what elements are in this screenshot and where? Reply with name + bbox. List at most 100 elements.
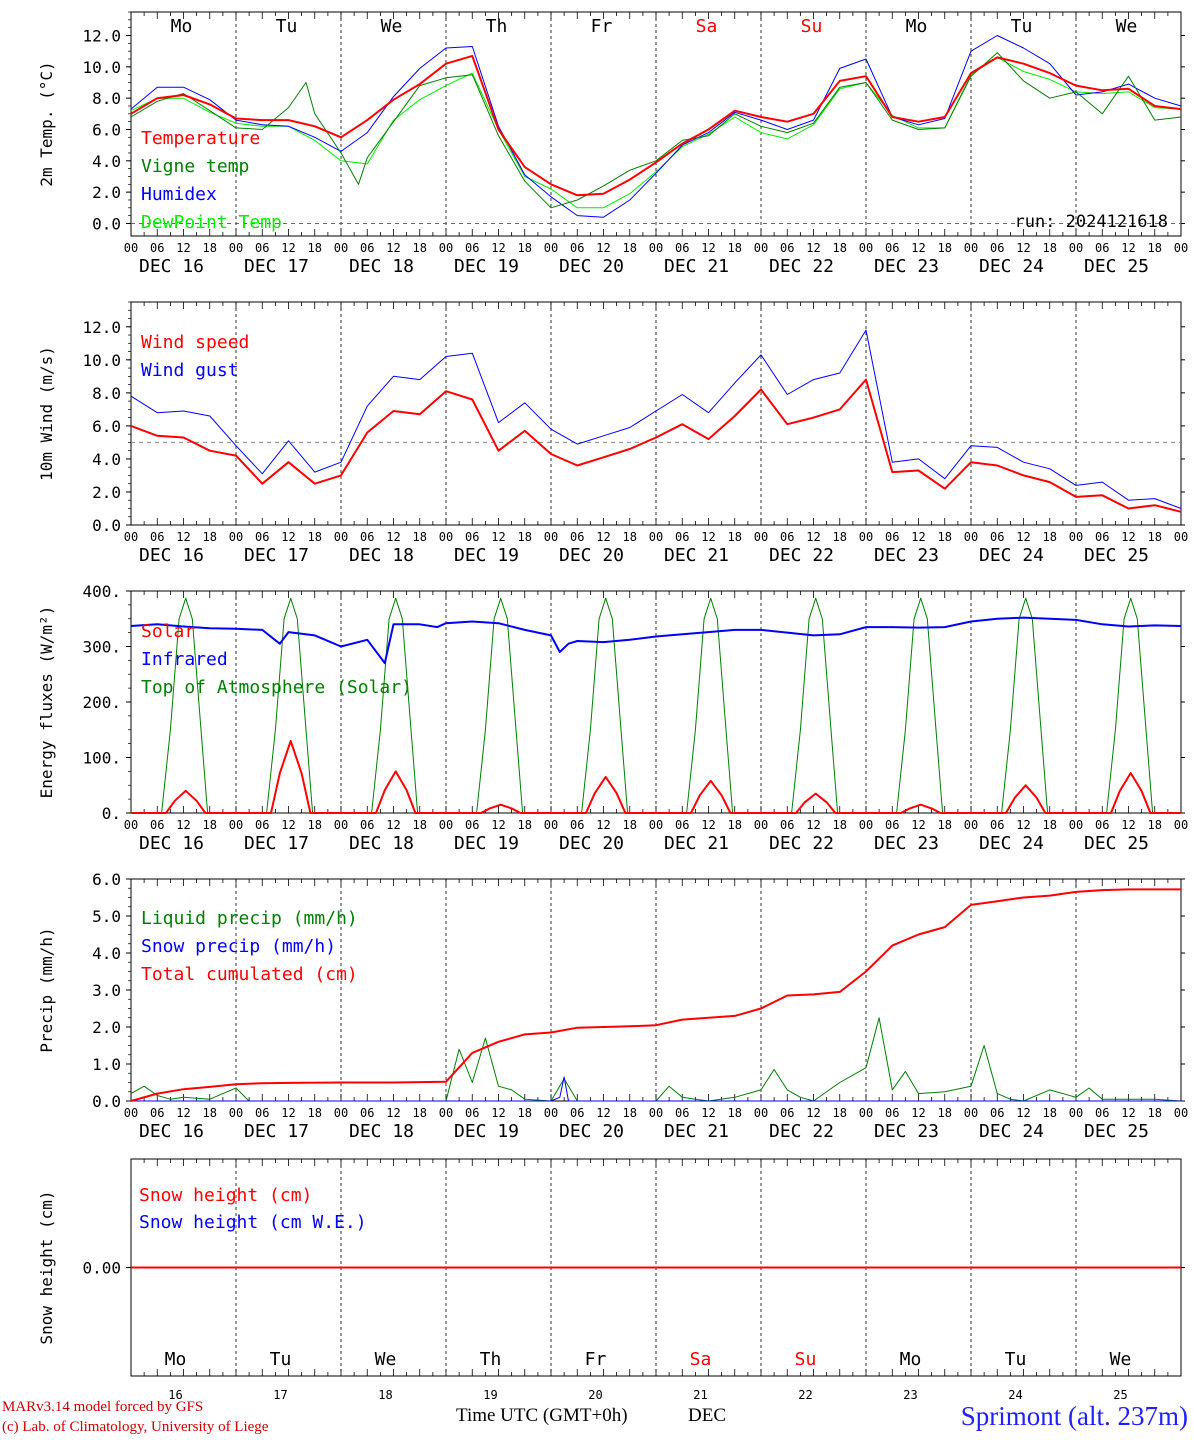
x-hour-label: 00 — [124, 818, 138, 832]
x-hour-label: 18 — [203, 1106, 217, 1120]
weekday-label: Fr — [585, 1349, 607, 1370]
x-hour-label: 12 — [1121, 241, 1135, 255]
x-hour-label: 12 — [281, 1106, 295, 1120]
legend-entry: Wind gust — [141, 360, 239, 381]
x-hour-label: 00 — [964, 530, 978, 544]
x-date-label: DEC 25 — [1084, 1121, 1149, 1142]
x-hour-label: 00 — [439, 1106, 453, 1120]
y-tick-label: 0. — [102, 804, 121, 823]
y-tick-label: 0.0 — [92, 516, 121, 535]
legend-entry: Wind speed — [141, 332, 249, 353]
x-date-label: DEC 17 — [244, 1121, 309, 1142]
x-hour-label: 06 — [1095, 530, 1109, 544]
x-hour-label: 18 — [728, 818, 742, 832]
day-number-label: 24 — [1008, 1388, 1022, 1402]
x-hour-label: 18 — [308, 241, 322, 255]
x-hour-label: 06 — [150, 530, 164, 544]
weekday-label: Su — [795, 1349, 817, 1370]
x-date-label: DEC 21 — [664, 1121, 729, 1142]
x-hour-label: 06 — [465, 530, 479, 544]
x-date-label: DEC 22 — [769, 256, 834, 277]
x-hour-label: 12 — [701, 241, 715, 255]
x-hour-label: 00 — [1069, 530, 1083, 544]
x-hour-label: 18 — [728, 241, 742, 255]
legend-entry: Vigne temp — [141, 156, 249, 177]
x-hour-label: 06 — [570, 241, 584, 255]
x-hour-label: 00 — [1069, 818, 1083, 832]
x-hour-label: 18 — [518, 530, 532, 544]
x-hour-label: 12 — [176, 241, 190, 255]
weekday-label: Su — [801, 16, 823, 37]
x-date-label: DEC 16 — [139, 256, 204, 277]
x-hour-label: 06 — [255, 1106, 269, 1120]
x-hour-label: 00 — [1069, 241, 1083, 255]
x-date-label: DEC 19 — [454, 833, 519, 854]
x-hour-label: 12 — [1121, 530, 1135, 544]
x-hour-label: 18 — [413, 818, 427, 832]
x-date-label: DEC 25 — [1084, 545, 1149, 566]
x-hour-label: 18 — [833, 241, 847, 255]
month-label: DEC — [688, 1405, 726, 1426]
legend-entry: Temperature — [141, 128, 260, 149]
x-hour-label: 12 — [806, 530, 820, 544]
x-hour-label: 12 — [176, 1106, 190, 1120]
legend-entry: Infrared — [141, 649, 228, 670]
x-date-label: DEC 16 — [139, 1121, 204, 1142]
x-hour-label: 06 — [570, 818, 584, 832]
x-date-label: DEC 19 — [454, 1121, 519, 1142]
x-hour-label: 12 — [281, 818, 295, 832]
x-hour-label: 12 — [386, 818, 400, 832]
x-hour-label: 12 — [1016, 530, 1030, 544]
day-number-label: 25 — [1113, 1388, 1127, 1402]
x-date-label: DEC 21 — [664, 256, 729, 277]
station-title: Sprimont (alt. 237m) — [960, 1401, 1188, 1431]
x-hour-label: 12 — [1016, 818, 1030, 832]
x-hour-label: 06 — [465, 818, 479, 832]
weekday-label: Mo — [900, 1349, 922, 1370]
y-tick-label: 6.0 — [92, 870, 121, 889]
x-hour-label: 18 — [308, 818, 322, 832]
x-hour-label: 00 — [124, 530, 138, 544]
x-hour-label: 06 — [885, 1106, 899, 1120]
x-hour-label: 00 — [964, 1106, 978, 1120]
weekday-label: Th — [480, 1349, 502, 1370]
x-hour-label: 12 — [491, 530, 505, 544]
x-hour-label: 00 — [334, 241, 348, 255]
legend-entry: Humidex — [141, 184, 217, 205]
x-hour-label: 12 — [1121, 1106, 1135, 1120]
x-hour-label: 18 — [1148, 530, 1162, 544]
y-tick-label: 400. — [82, 582, 121, 601]
y-tick-label: 2.0 — [92, 183, 121, 202]
weekday-label: Mo — [906, 16, 928, 37]
panel-2: 0.0 2.0 4.0 6.0 8.0 10.0 12.0 10m Wind (m/s) 00 0… — [37, 301, 1188, 566]
series-line-solar — [131, 739, 1181, 814]
x-hour-label: 18 — [1148, 241, 1162, 255]
x-date-label: DEC 25 — [1084, 256, 1149, 277]
series-line-red — [130, 378, 1182, 513]
x-hour-label: 06 — [360, 241, 374, 255]
x-hour-label: 06 — [1095, 241, 1109, 255]
x-hour-label: 18 — [518, 241, 532, 255]
x-date-label: DEC 24 — [979, 256, 1044, 277]
x-date-label: DEC 23 — [874, 833, 939, 854]
legend-entry: Snow height (cm) — [139, 1185, 312, 1206]
y-tick-label: 4.0 — [92, 450, 121, 469]
x-hour-label: 06 — [780, 818, 794, 832]
x-hour-label: 06 — [150, 241, 164, 255]
weekday-label: Tu — [1011, 16, 1033, 37]
day-number-label: 22 — [798, 1388, 812, 1402]
x-hour-label: 06 — [465, 1106, 479, 1120]
x-hour-label: 00 — [964, 241, 978, 255]
day-number-label: 16 — [168, 1388, 182, 1402]
x-hour-label: 00 — [544, 1106, 558, 1120]
weekday-label: We — [381, 16, 403, 37]
x-date-label: DEC 21 — [664, 833, 729, 854]
weekday-label: Sa — [690, 1349, 712, 1370]
weekday-label: Mo — [165, 1349, 187, 1370]
x-date-label: DEC 20 — [559, 545, 624, 566]
x-hour-label: 06 — [255, 241, 269, 255]
x-hour-label: 06 — [360, 530, 374, 544]
x-date-label: DEC 20 — [559, 1121, 624, 1142]
x-hour-label: 00 — [439, 241, 453, 255]
